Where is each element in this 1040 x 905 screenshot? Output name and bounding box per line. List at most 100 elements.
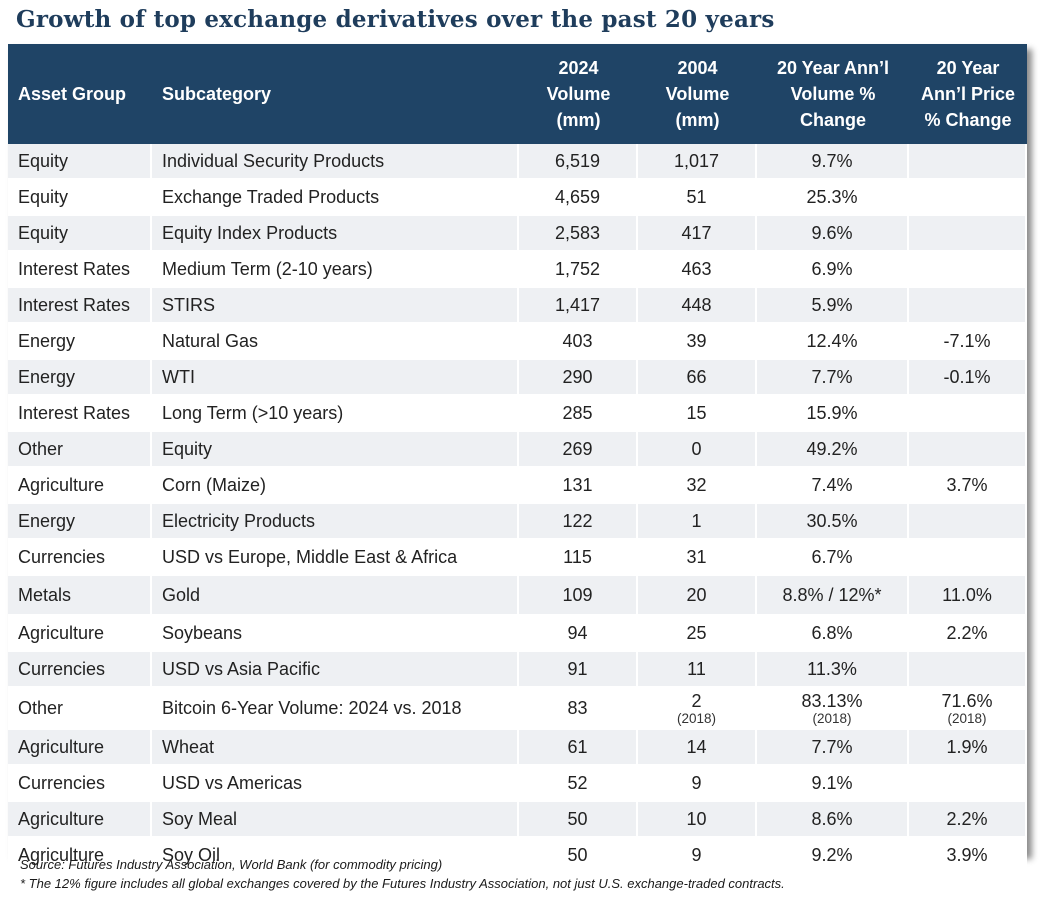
cell-2024-volume-value: 4,659	[554, 187, 601, 207]
cell-2004-volume: 14	[638, 730, 757, 766]
header-line: % Change	[924, 110, 1012, 130]
cell-2004-volume-value: 448	[681, 295, 712, 315]
cell-asset-group: Metals	[8, 576, 152, 616]
cell-subcategory: Gold	[152, 576, 519, 616]
cell-2004-volume-value: 10	[686, 809, 707, 829]
cell-price-change: 1.9%	[909, 730, 1027, 766]
cell-2024-volume-value: 131	[562, 475, 593, 495]
cell-subcategory: USD vs Europe, Middle East & Africa	[152, 540, 519, 576]
cell-price-change-value: 3.9%	[946, 845, 988, 865]
cell-volume-change: 7.4%	[757, 468, 909, 504]
cell-subcategory-value: USD vs Asia Pacific	[162, 659, 321, 679]
cell-2024-volume: 269	[519, 432, 638, 468]
cell-2024-volume: 50	[519, 802, 638, 838]
cell-asset-group-value: Other	[18, 698, 64, 718]
cell-volume-change: 7.7%	[757, 730, 909, 766]
cell-2024-volume: 403	[519, 324, 638, 360]
cell-2004-volume-value: 20	[686, 585, 707, 605]
cell-2004-volume: 9	[638, 766, 757, 802]
cell-volume-change-value: 11.3%	[807, 659, 857, 679]
cell-asset-group: Agriculture	[8, 730, 152, 766]
cell-asset-group: Agriculture	[8, 802, 152, 838]
cell-subcategory-value: Exchange Traded Products	[162, 187, 380, 207]
header-line: Ann’l Price	[920, 84, 1016, 104]
table-row: Interest Rates Long Term (>10 years) 285 15…	[8, 396, 1027, 432]
header-asset-group: Asset Group	[8, 44, 152, 144]
cell-volume-change-value: 83.13%	[801, 690, 863, 711]
table-row: Currencies USD vs Americas 52 9 9.1%	[8, 766, 1027, 802]
cell-2024-volume-value: 122	[562, 511, 593, 531]
cell-2024-volume: 52	[519, 766, 638, 802]
cell-subcategory-value: Corn (Maize)	[162, 475, 267, 495]
cell-2024-volume: 6,519	[519, 144, 638, 180]
cell-volume-change: 12.4%	[757, 324, 909, 360]
cell-subcategory: Bitcoin 6-Year Volume: 2024 vs. 2018	[152, 688, 519, 730]
page-title: Growth of top exchange derivatives over …	[16, 6, 775, 33]
cell-2024-volume: 290	[519, 360, 638, 396]
cell-subcategory-value: Equity Index Products	[162, 223, 338, 243]
cell-subcategory-value: Electricity Products	[162, 511, 316, 531]
cell-volume-change: 7.7%	[757, 360, 909, 396]
cell-2004-volume-value: 9	[691, 845, 702, 865]
header-line: Volume	[546, 84, 611, 104]
cell-asset-group: Equity	[8, 216, 152, 252]
cell-asset-group: Currencies	[8, 540, 152, 576]
cell-subcategory-value: Bitcoin 6-Year Volume: 2024 vs. 2018	[162, 698, 462, 718]
cell-asset-group-value: Energy	[18, 511, 76, 531]
cell-2004-volume-value: 66	[686, 367, 707, 387]
cell-2024-volume-value: 290	[562, 367, 593, 387]
cell-price-change-value: 2.2%	[946, 623, 988, 643]
cell-2004-volume-value: 417	[681, 223, 712, 243]
cell-subcategory-value: Gold	[162, 585, 201, 605]
cell-subcategory-value: Equity	[162, 439, 213, 459]
header-line: (mm)	[556, 110, 601, 130]
cell-subcategory: WTI	[152, 360, 519, 396]
cell-price-change	[909, 180, 1027, 216]
cell-asset-group-value: Currencies	[18, 659, 106, 679]
cell-2024-volume-value: 50	[567, 809, 588, 829]
cell-volume-change: 25.3%	[757, 180, 909, 216]
cell-2004-volume: 463	[638, 252, 757, 288]
cell-subcategory: Corn (Maize)	[152, 468, 519, 504]
cell-volume-change: 30.5%	[757, 504, 909, 540]
cell-price-change: 2.2%	[909, 802, 1027, 838]
cell-asset-group-value: Agriculture	[18, 475, 105, 495]
cell-2004-volume-value: 25	[686, 623, 707, 643]
cell-2004-volume-value: 31	[686, 547, 707, 567]
cell-asset-group-value: Interest Rates	[18, 259, 131, 279]
cell-subcategory-value: Individual Security Products	[162, 151, 385, 171]
cell-2004-volume-value: 15	[686, 403, 707, 423]
cell-2024-volume-value: 50	[567, 845, 588, 865]
footer: Source: Futures Industry Association, Wo…	[20, 855, 785, 893]
cell-volume-change: 9.2%	[757, 838, 909, 874]
cell-volume-change: 6.9%	[757, 252, 909, 288]
cell-2024-volume: 109	[519, 576, 638, 616]
cell-subcategory-value: Soy Meal	[162, 809, 238, 829]
cell-volume-change: 9.6%	[757, 216, 909, 252]
cell-2004-volume-note: (2018)	[676, 710, 717, 726]
cell-2004-volume: 9	[638, 838, 757, 874]
cell-2024-volume-value: 6,519	[554, 151, 601, 171]
table-row: Energy WTI 290 66 7.7% -0.1%	[8, 360, 1027, 396]
cell-volume-change: 15.9%	[757, 396, 909, 432]
table-row: Other Bitcoin 6-Year Volume: 2024 vs. 201…	[8, 688, 1027, 730]
cell-2004-volume-value: 463	[681, 259, 712, 279]
cell-2004-volume: 0	[638, 432, 757, 468]
cell-volume-change-value: 9.1%	[811, 773, 853, 793]
cell-2004-volume: 11	[638, 652, 757, 688]
cell-2024-volume: 61	[519, 730, 638, 766]
cell-subcategory: USD vs Americas	[152, 766, 519, 802]
table-row: Equity Individual Security Products 6,519 1…	[8, 144, 1027, 180]
cell-asset-group: Agriculture	[8, 616, 152, 652]
cell-2024-volume-value: 2,583	[554, 223, 601, 243]
cell-subcategory: Wheat	[152, 730, 519, 766]
cell-volume-change-value: 12.4%	[806, 331, 858, 351]
header-line: 2024	[558, 58, 599, 78]
cell-asset-group: Currencies	[8, 652, 152, 688]
cell-price-change	[909, 216, 1027, 252]
cell-2004-volume: 15	[638, 396, 757, 432]
cell-2004-volume-value: 39	[686, 331, 707, 351]
cell-2004-volume-value: 0	[691, 439, 702, 459]
header-line: Change	[799, 110, 866, 130]
cell-volume-change-note: (2018)	[812, 710, 852, 726]
